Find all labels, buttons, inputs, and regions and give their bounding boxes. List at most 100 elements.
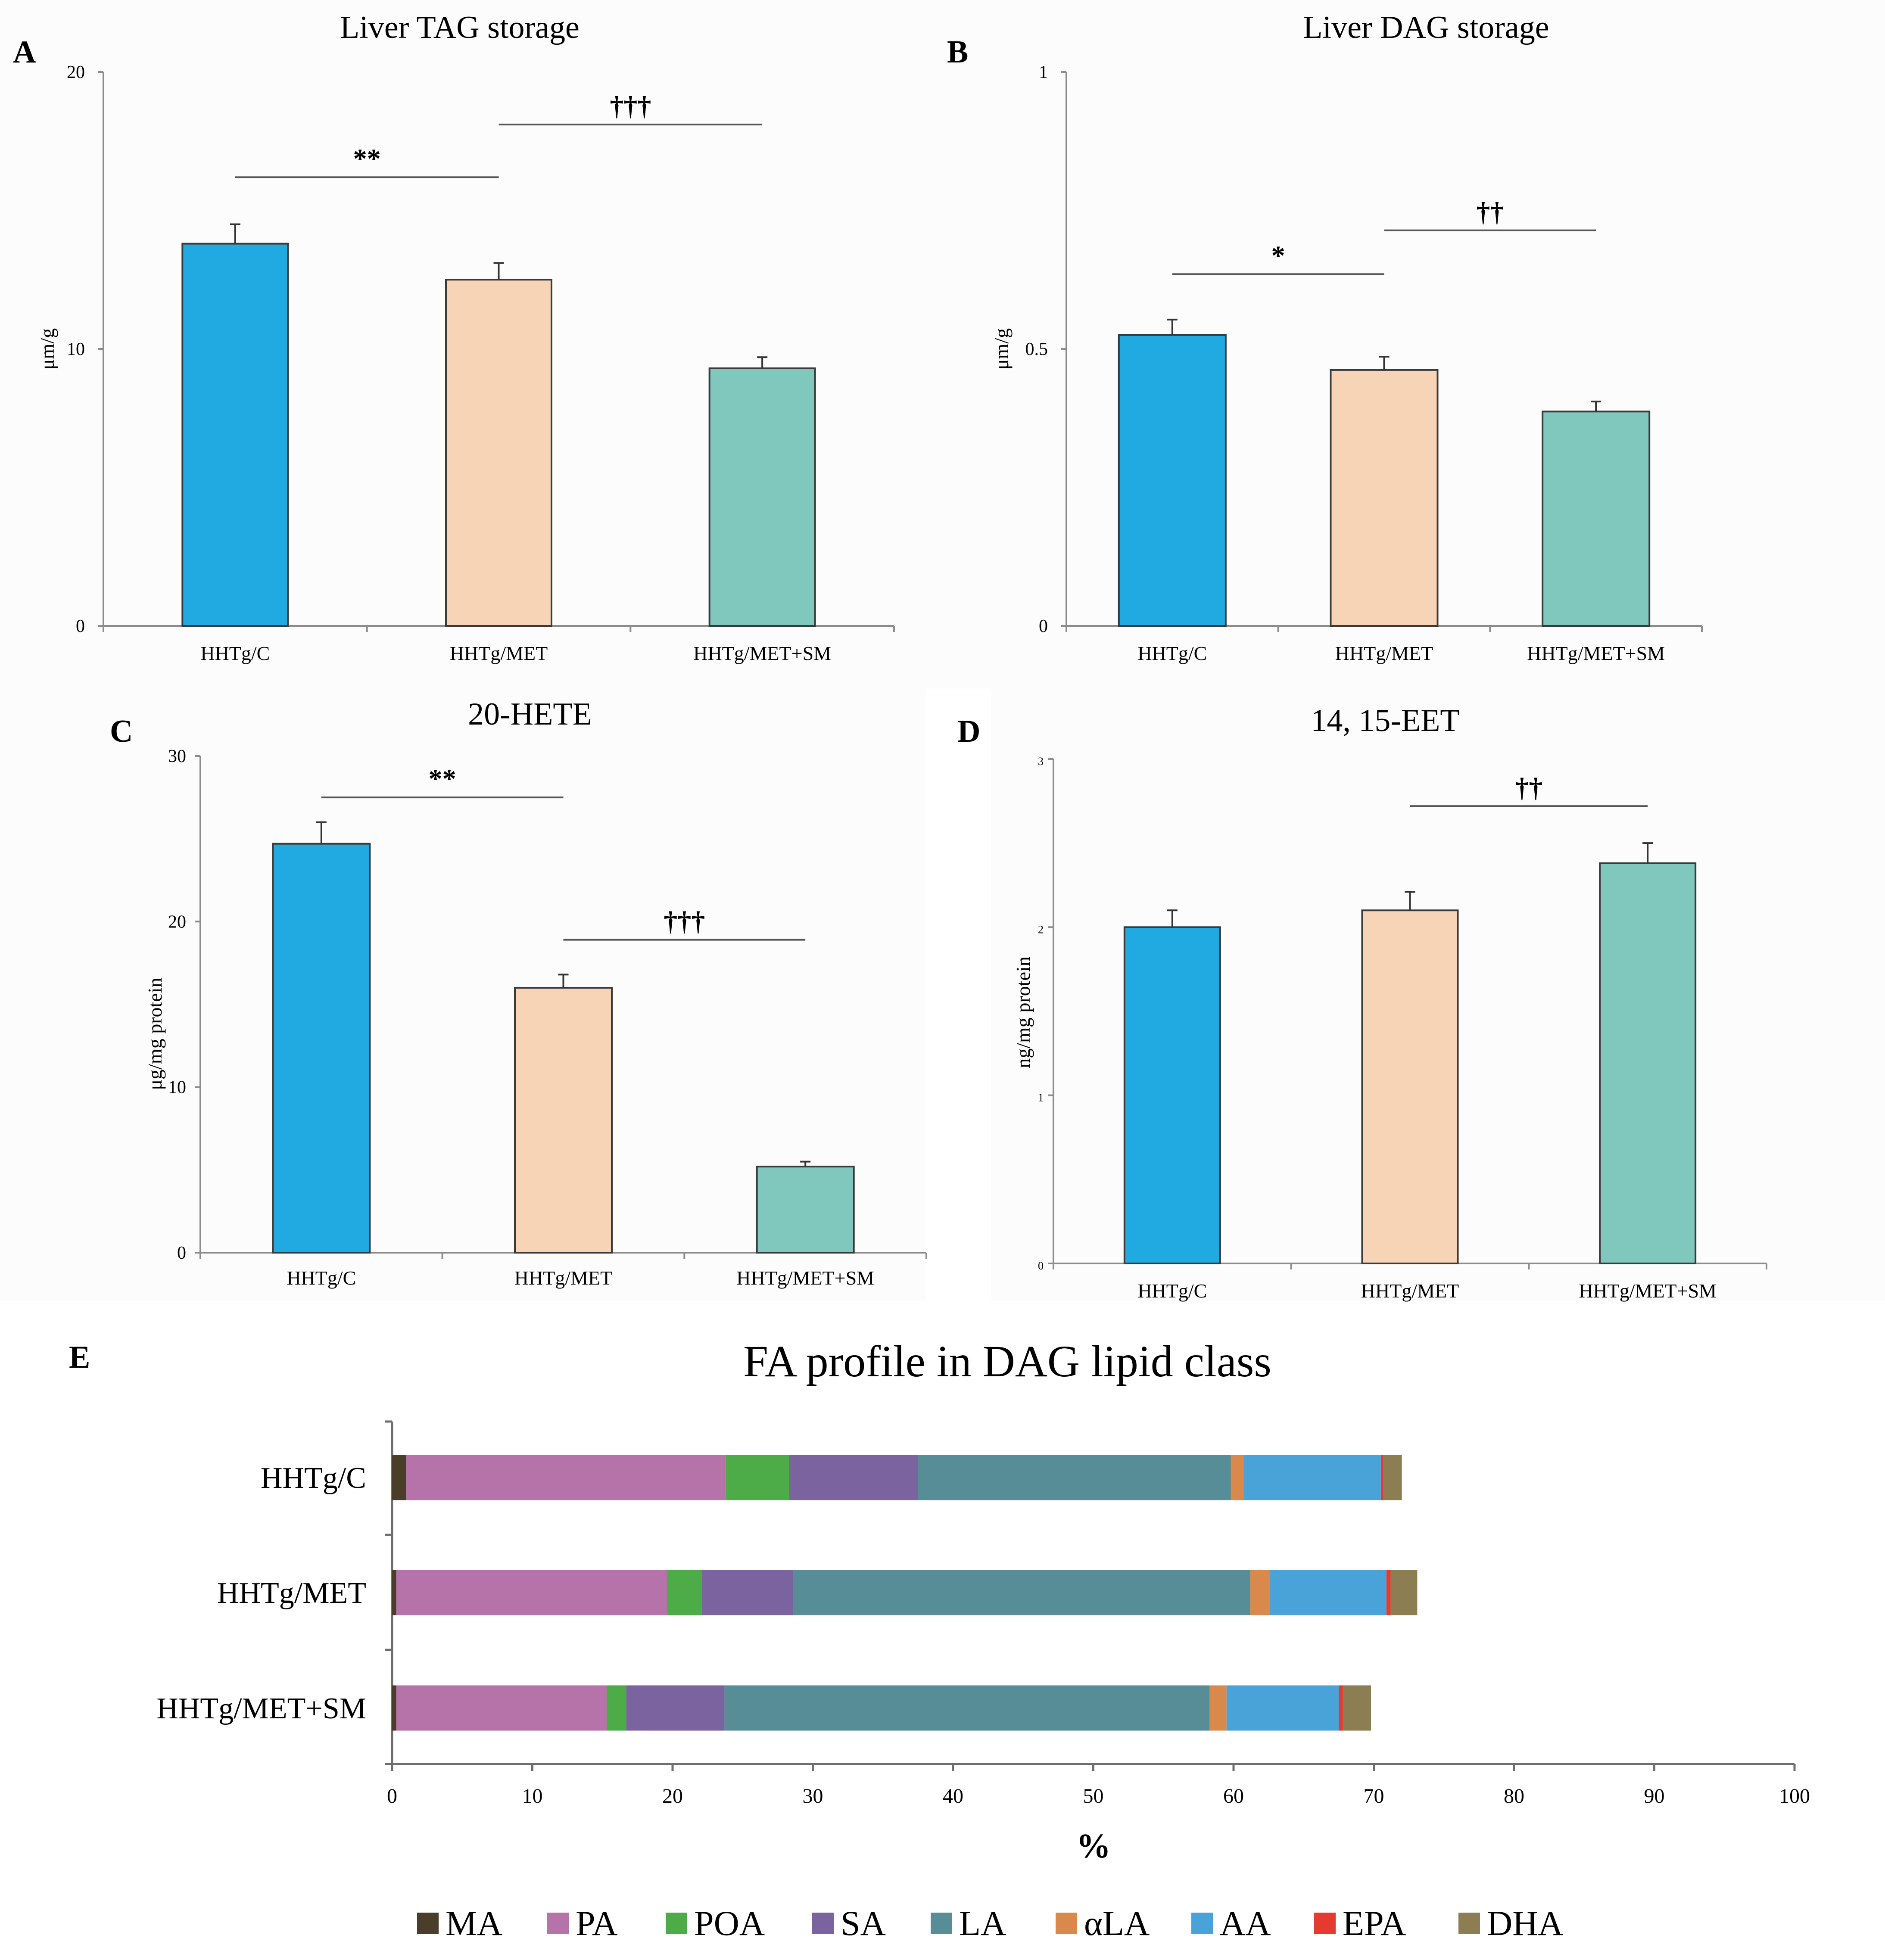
- bar-segment: [607, 1685, 626, 1731]
- y-tick-label: 0: [1039, 616, 1048, 636]
- y-tick-label: 10: [168, 1078, 186, 1098]
- legend-label: αLA: [1084, 1904, 1150, 1943]
- x-tick-label: HHTg/C: [1137, 642, 1207, 664]
- legend-label: POA: [694, 1904, 765, 1943]
- y-tick-label: 1: [1038, 1092, 1044, 1104]
- legend-label: AA: [1220, 1904, 1271, 1943]
- y-tick-label: 20: [67, 62, 85, 82]
- y-tick-label: 3: [1038, 755, 1044, 768]
- panel-e: E FA profile in DAG lipid class 0 10 20 30 40 5…: [69, 1337, 1810, 1943]
- significance-marker: ††: [1515, 772, 1542, 803]
- y-tick-label: HHTg/MET+SM: [156, 1692, 366, 1725]
- y-tick-label: 0: [1038, 1260, 1044, 1272]
- bar-segment: [1380, 1455, 1384, 1500]
- x-tick-label: HHTg/C: [1137, 1280, 1207, 1302]
- bar-segment: [396, 1570, 667, 1615]
- bar-segment: [392, 1455, 406, 1500]
- bar-segment: [1231, 1455, 1243, 1500]
- x-tick-label: 10: [522, 1785, 543, 1808]
- bar-segment: [726, 1455, 789, 1500]
- bar: [514, 987, 613, 1254]
- x-tick-label: 70: [1364, 1785, 1384, 1808]
- x-tick-label: 50: [1083, 1785, 1104, 1808]
- y-axis-label: μm/g: [991, 328, 1013, 370]
- bar-segment: [1383, 1455, 1402, 1500]
- bar-segment: [392, 1570, 396, 1615]
- y-tick-label: 0: [76, 616, 85, 636]
- chart-title: Liver DAG storage: [1303, 10, 1549, 45]
- chart-title: 14, 15-EET: [1311, 703, 1459, 738]
- bar: [1599, 862, 1697, 1265]
- significance-marker: ††: [1476, 196, 1504, 227]
- significance-marker: *: [1271, 240, 1285, 271]
- y-tick-label: 2: [1038, 923, 1044, 936]
- bar-segment: [1339, 1685, 1343, 1731]
- panel-label: D: [957, 714, 980, 749]
- x-tick-label: HHTg/MET: [450, 642, 548, 664]
- chart-title: FA profile in DAG lipid class: [743, 1337, 1271, 1386]
- bar: [1330, 369, 1439, 627]
- x-axis-label: %: [1076, 1827, 1111, 1865]
- x-tick-label: HHTg/MET: [1361, 1280, 1459, 1302]
- legend-swatch: [812, 1913, 834, 1934]
- y-tick-label: HHTg/MET: [217, 1577, 366, 1610]
- bar-segment: [1343, 1685, 1371, 1731]
- bar-segment: [1390, 1570, 1418, 1615]
- legend-swatch: [1314, 1913, 1336, 1934]
- bar-segment: [918, 1455, 1231, 1500]
- bar: [708, 367, 816, 627]
- legend-label: LA: [959, 1904, 1006, 1943]
- bar-segment: [724, 1685, 1210, 1731]
- significance-marker: †††: [664, 906, 705, 936]
- legend-swatch: [666, 1913, 687, 1934]
- panel-d: 14, 15-EET Dng/mg protein 0 1 2 3 HHTg/C HHTg/M…: [957, 689, 1885, 1302]
- x-tick-label: 100: [1779, 1785, 1810, 1808]
- legend-label: SA: [841, 1904, 886, 1943]
- x-tick-label: 80: [1504, 1785, 1524, 1808]
- bar-segment: [667, 1570, 702, 1615]
- legend-swatch: [1191, 1913, 1213, 1934]
- bar-segment: [1243, 1455, 1381, 1500]
- legend: MA PA POA SA LA αLA AA EPA DHA: [417, 1904, 1564, 1943]
- legend-label: EPA: [1343, 1904, 1406, 1943]
- bar-segment: [793, 1570, 1251, 1615]
- chart-title: 20-HETE: [468, 697, 592, 732]
- y-tick-label: 10: [67, 339, 85, 359]
- legend-swatch: [1056, 1913, 1077, 1934]
- x-tick-label: 30: [803, 1785, 823, 1808]
- legend-swatch: [1458, 1913, 1480, 1934]
- panel-label: B: [947, 34, 968, 70]
- legend-label: PA: [576, 1904, 617, 1943]
- x-tick-label: 90: [1644, 1785, 1665, 1808]
- chart-title: Liver TAG storage: [340, 10, 580, 45]
- panel-label: A: [13, 34, 36, 70]
- y-tick-label: 0.5: [1025, 339, 1048, 359]
- bar-segment: [702, 1570, 793, 1615]
- panel-label: C: [110, 714, 133, 749]
- bar-segment: [1386, 1570, 1391, 1615]
- y-tick-label: 0: [177, 1243, 186, 1263]
- x-tick-label: 60: [1223, 1785, 1244, 1808]
- legend-swatch: [417, 1913, 439, 1934]
- x-tick-label: HHTg/MET: [1335, 642, 1433, 664]
- y-axis-label: ng/mg protein: [1012, 956, 1034, 1068]
- bar-segment: [626, 1685, 725, 1731]
- y-tick-label: 30: [168, 747, 186, 766]
- bar: [1542, 411, 1651, 627]
- x-tick-label: HHTg/C: [287, 1267, 356, 1289]
- significance-marker: †††: [610, 90, 651, 121]
- y-axis-label: μg/mg protein: [144, 977, 166, 1090]
- significance-marker: **: [353, 143, 381, 174]
- legend-label: MA: [446, 1904, 502, 1943]
- x-tick-label: HHTg/MET+SM: [736, 1267, 874, 1289]
- x-tick-label: HHTg/MET: [514, 1267, 612, 1289]
- x-tick-label: HHTg/MET+SM: [1579, 1280, 1717, 1302]
- panel-label: E: [69, 1340, 90, 1375]
- panel-a: Liver TAG storage Aμm/g 0 10 20 HHTg/C HHTg/ME…: [0, 0, 926, 689]
- bar: [756, 1166, 855, 1254]
- bar-segment: [1209, 1685, 1227, 1731]
- panel-b: Liver DAG storage Bμm/g 0 0.5 1 HHTg/C HHTg/ME…: [926, 0, 1885, 689]
- legend-swatch: [931, 1913, 952, 1934]
- x-tick-label: 0: [387, 1785, 397, 1808]
